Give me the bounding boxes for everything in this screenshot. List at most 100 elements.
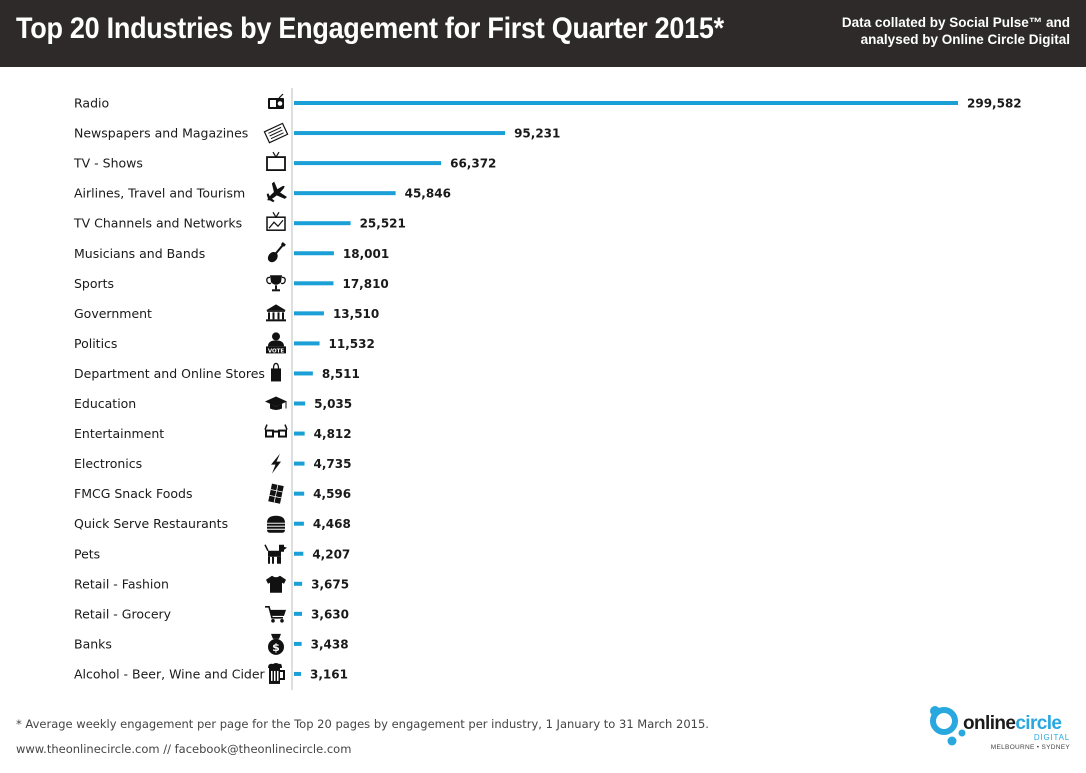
value-label: 4,735	[313, 457, 351, 471]
chart-row: Musicians and Bands 18,001	[74, 242, 389, 263]
chart-row: TV - Shows 66,372	[73, 151, 496, 172]
chocolate-bar-icon	[268, 483, 284, 504]
svg-text:$: $	[272, 641, 280, 654]
vote-person-icon: VOTE	[266, 332, 286, 354]
bar	[294, 131, 506, 136]
bar	[294, 671, 302, 676]
bar	[294, 491, 305, 496]
chart-row: Banks $3,438	[74, 633, 349, 655]
chart-row: TV Channels and Networks 25,521	[73, 211, 406, 231]
3d-glasses-icon	[264, 424, 288, 438]
online-circle-logo: onlinecircle DIGITAL MELBOURNE • SYDNEY	[928, 703, 1078, 755]
bar	[294, 251, 334, 256]
lightning-icon	[271, 453, 281, 474]
bar	[294, 641, 302, 646]
logo-location: MELBOURNE • SYDNEY	[990, 744, 1070, 751]
bar	[294, 581, 303, 586]
dog-icon	[264, 544, 287, 564]
category-label: Musicians and Bands	[74, 246, 205, 261]
logo-wordmark: onlinecircle	[963, 713, 1062, 735]
data-credit: Data collated by Social Pulse™ and analy…	[770, 14, 1070, 48]
category-label: Pets	[74, 546, 100, 561]
value-label: 66,372	[450, 157, 496, 171]
logo-mark-icon	[930, 706, 966, 746]
bar	[294, 281, 334, 286]
bar	[294, 161, 442, 166]
category-label: Politics	[74, 336, 117, 351]
bar	[294, 401, 306, 406]
category-label: Electronics	[74, 456, 142, 471]
bar	[294, 431, 305, 436]
tv-antenna-icon	[266, 211, 286, 231]
category-label: Airlines, Travel and Tourism	[74, 186, 245, 201]
bar	[294, 461, 305, 466]
chart-title: Top 20 Industries by Engagement for Firs…	[16, 12, 724, 45]
bar	[294, 371, 313, 376]
radio-icon	[268, 93, 284, 109]
category-label: Department and Online Stores	[74, 366, 265, 381]
value-label: 3,630	[311, 607, 349, 621]
category-label: FMCG Snack Foods	[74, 486, 192, 501]
value-label: 45,846	[405, 187, 451, 201]
value-label: 11,532	[329, 337, 375, 351]
data-credit-line-1: Data collated by Social Pulse™ and	[841, 15, 1070, 30]
burger-icon	[267, 515, 285, 533]
bar	[294, 611, 303, 616]
bar	[294, 191, 396, 196]
bar	[294, 341, 320, 346]
beer-mug-icon	[268, 662, 285, 684]
tv-icon	[266, 151, 286, 172]
value-label: 17,810	[342, 277, 388, 291]
value-label: 299,582	[967, 97, 1022, 111]
value-label: 3,675	[311, 577, 349, 591]
chart-row: Radio 299,582	[74, 93, 1022, 111]
category-label: Retail - Fashion	[74, 576, 169, 591]
chart-row: Department and Online Stores 8,511	[74, 362, 360, 382]
value-label: 4,468	[313, 517, 351, 531]
chart-row: Newspapers and Magazines 95,231	[74, 122, 560, 144]
footnote: * Average weekly engagement per page for…	[16, 717, 709, 731]
shopping-bag-icon	[271, 362, 281, 382]
value-label: 4,596	[313, 487, 351, 501]
value-label: 3,438	[311, 637, 349, 651]
chart-row: Retail - Fashion 3,675	[74, 575, 349, 593]
guitar-icon	[267, 242, 286, 263]
footer-links[interactable]: www.theonlinecircle.com // facebook@theo…	[16, 742, 352, 756]
category-label: Entertainment	[74, 426, 164, 441]
category-label: Banks	[74, 636, 112, 651]
value-label: 4,812	[314, 427, 352, 441]
category-label: Newspapers and Magazines	[74, 126, 248, 141]
category-label: Retail - Grocery	[74, 606, 172, 621]
bar	[294, 221, 351, 226]
trophy-icon	[266, 275, 286, 292]
bar	[294, 521, 304, 526]
category-label: TV - Shows	[73, 156, 143, 171]
chart-row: Sports 17,810	[74, 275, 389, 292]
value-label: 25,521	[360, 217, 406, 231]
graduation-cap-icon	[265, 396, 287, 410]
newspaper-icon	[263, 122, 289, 144]
tshirt-icon	[266, 575, 286, 593]
value-label: 13,510	[333, 307, 379, 321]
category-label: Alcohol - Beer, Wine and Cider	[74, 666, 266, 681]
logo-word-online: online	[963, 713, 1016, 734]
value-label: 8,511	[322, 367, 360, 381]
chart-row: Entertainment 4,812	[74, 424, 352, 441]
bar	[294, 551, 304, 556]
chart-row: Alcohol - Beer, Wine and Cider 3,161	[74, 662, 348, 684]
chart-row: Pets 4,207	[74, 544, 350, 564]
header-banner: Top 20 Industries by Engagement for Firs…	[0, 0, 1086, 67]
chart-row: Electronics 4,735	[74, 453, 351, 474]
money-bag-icon: $	[268, 633, 284, 655]
bar	[294, 311, 324, 316]
chart-row: FMCG Snack Foods 4,596	[74, 483, 351, 504]
chart-row: Retail - Grocery 3,630	[74, 606, 349, 623]
data-credit-line-2: analysed by Online Circle Digital	[860, 32, 1070, 47]
bar	[294, 101, 958, 105]
value-label: 4,207	[312, 547, 350, 561]
chart-row: Airlines, Travel and Tourism 45,846	[74, 181, 451, 203]
shopping-cart-icon	[265, 606, 286, 623]
value-label: 3,161	[310, 667, 348, 681]
government-building-icon	[266, 304, 286, 322]
